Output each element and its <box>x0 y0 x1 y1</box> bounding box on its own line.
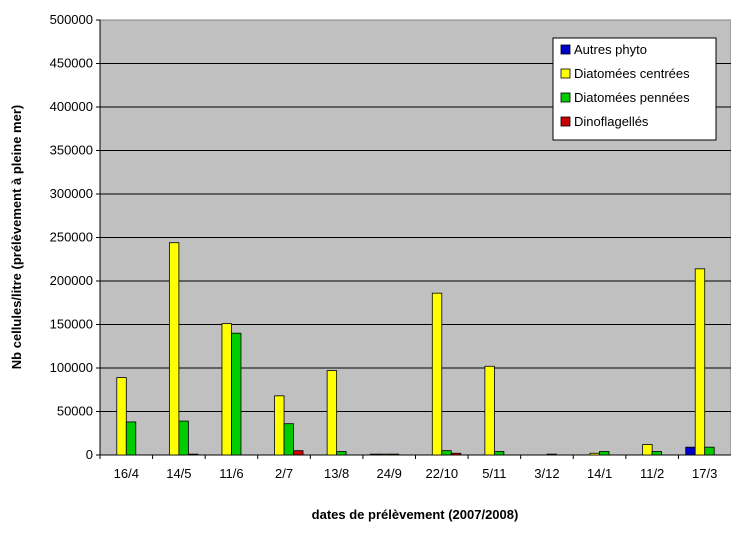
bar <box>546 453 557 456</box>
legend-swatch <box>560 44 571 55</box>
bar <box>704 446 715 456</box>
bars <box>116 242 715 456</box>
bar <box>484 365 495 456</box>
x-axis-title: dates de prélèvement (2007/2008) <box>312 507 519 522</box>
x-tick-label: 14/5 <box>166 466 191 481</box>
y-tick-label: 100000 <box>50 360 93 375</box>
x-tick-label: 17/3 <box>692 466 717 481</box>
bar <box>694 268 706 456</box>
legend-box <box>552 37 717 141</box>
y-tick-label: 350000 <box>50 143 93 158</box>
x-tick-label: 13/8 <box>324 466 349 481</box>
x-tick-label: 3/12 <box>534 466 559 481</box>
x-tick-label: 2/7 <box>275 466 293 481</box>
bar <box>599 451 610 456</box>
x-tick-label: 14/1 <box>587 466 612 481</box>
bar <box>589 452 600 456</box>
bar <box>274 395 285 456</box>
legend-swatch <box>560 116 571 127</box>
y-tick-label: 150000 <box>50 317 93 332</box>
bar <box>441 450 452 456</box>
bar <box>221 323 232 456</box>
bar <box>431 292 443 456</box>
bar <box>685 446 696 456</box>
x-axis: 16/4 14/5 11/6 2/7 13/8 24/9 22/10 5/11 3/12 14/1… <box>99 454 731 481</box>
bar <box>369 453 381 456</box>
bar <box>125 421 137 456</box>
bar <box>187 453 199 456</box>
legend-swatch <box>560 68 571 79</box>
x-tick-label: 22/10 <box>426 466 459 481</box>
x-tick-label: 16/4 <box>114 466 139 481</box>
bar <box>178 420 189 456</box>
legend-label: Diatomées centrées <box>574 66 690 81</box>
x-tick-label: 5/11 <box>482 466 506 481</box>
y-tick-label: 50000 <box>57 404 93 419</box>
bar <box>116 377 127 456</box>
y-axis-title: Nb cellules/litre (prélèvement à pleine … <box>9 105 24 369</box>
bar <box>388 453 400 456</box>
y-axis: 0 50000 100000 150000 200000 250000 300000 3500… <box>50 12 101 462</box>
y-tick-label: 450000 <box>50 56 93 71</box>
y-tick-label: 0 <box>86 447 93 462</box>
bar <box>379 453 390 456</box>
bar <box>283 423 294 456</box>
legend-swatch <box>560 92 571 103</box>
legend-label: Autres phyto <box>574 42 647 57</box>
bar <box>450 452 462 456</box>
x-tick-label: 11/2 <box>640 466 664 481</box>
x-tick-label: 24/9 <box>377 466 402 481</box>
bar <box>493 451 505 456</box>
legend-label: Diatomées pennées <box>574 90 690 105</box>
y-tick-label: 200000 <box>50 273 93 288</box>
bar <box>336 451 347 456</box>
legend-label: Dinoflagellés <box>574 114 649 129</box>
y-tick-label: 250000 <box>50 230 93 245</box>
bar <box>231 332 242 456</box>
legend: Autres phyto Diatomées centrées Diatomées … <box>552 37 717 141</box>
y-tick-label: 300000 <box>50 186 93 201</box>
bar <box>168 242 180 456</box>
x-tick-label: 11/6 <box>219 466 243 481</box>
y-tick-label: 500000 <box>50 12 93 27</box>
bar <box>326 370 338 456</box>
y-tick-label: 400000 <box>50 99 93 114</box>
bar <box>293 450 304 456</box>
bar <box>642 444 653 456</box>
bar <box>651 451 663 456</box>
